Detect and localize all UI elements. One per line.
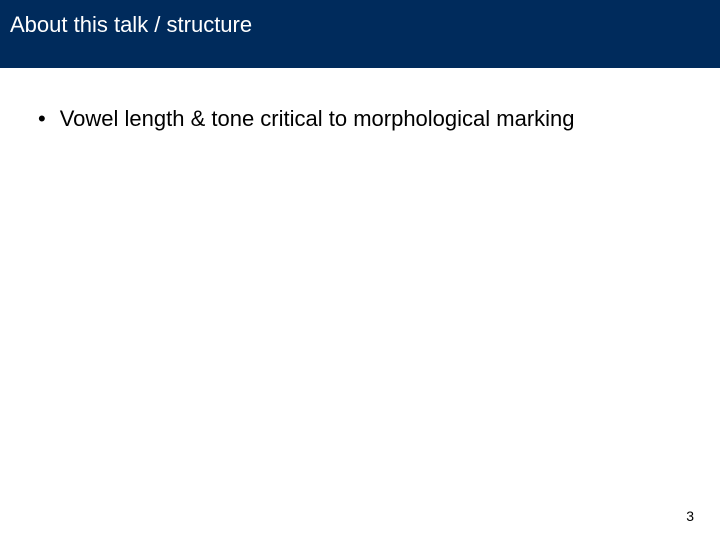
bullet-text: Vowel length & tone critical to morpholo… (60, 104, 692, 135)
page-number: 3 (686, 508, 694, 524)
bullet-marker: • (38, 104, 46, 135)
slide-title: About this talk / structure (10, 12, 252, 37)
bullet-item: • Vowel length & tone critical to morpho… (28, 104, 692, 135)
slide-title-bar: About this talk / structure (0, 0, 720, 68)
slide-body: • Vowel length & tone critical to morpho… (0, 68, 720, 135)
